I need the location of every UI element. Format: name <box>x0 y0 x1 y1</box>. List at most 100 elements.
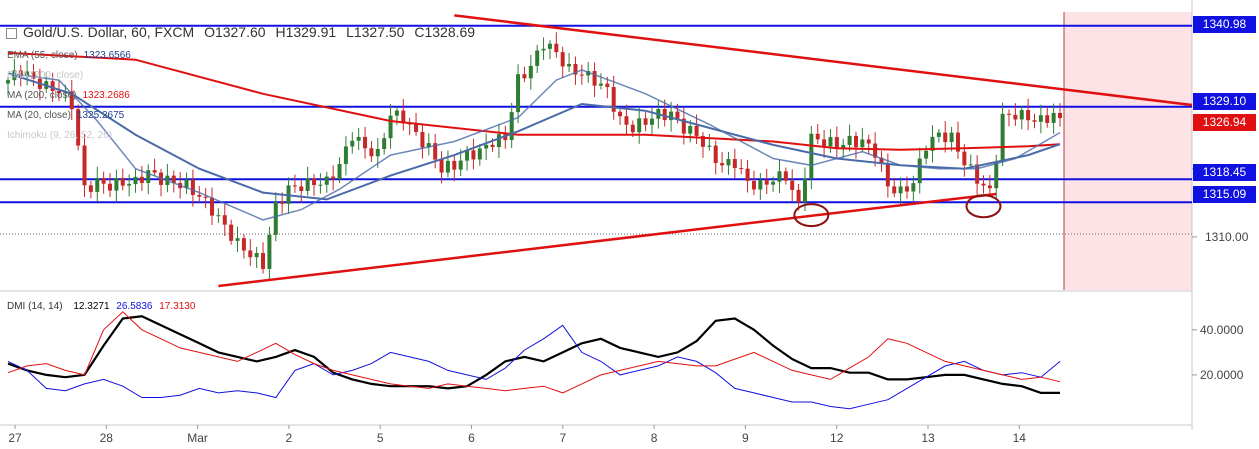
candle-body <box>605 83 610 88</box>
candle-body <box>95 178 100 192</box>
candle-body <box>911 183 916 192</box>
time-tick-label: 8 <box>651 431 658 445</box>
collapse-icon[interactable] <box>6 27 17 39</box>
candle-body <box>892 186 897 194</box>
circled-low-1 <box>965 194 1002 219</box>
dmi-label: DMI (14, 14) <box>7 301 63 312</box>
candle-body <box>904 186 909 192</box>
candle-body <box>828 137 833 147</box>
candle-body <box>586 71 591 76</box>
indicator-ma200[interactable]: MA (200, close) 1323.2686 <box>7 90 130 101</box>
dmi-series-2 <box>7 311 1061 394</box>
chart-header: Gold/U.S. Dollar, 60, FXCM O1327.60 H132… <box>6 24 481 40</box>
candle-body <box>1026 110 1031 121</box>
candle-body <box>802 178 807 203</box>
candle-body <box>299 186 304 191</box>
candle-body <box>50 81 55 92</box>
dmi-pane <box>7 311 1061 410</box>
candle-body <box>962 151 967 166</box>
candle-body <box>516 74 521 113</box>
candle-body <box>554 43 559 53</box>
candle-body <box>394 110 399 116</box>
candle-body <box>662 108 667 121</box>
indicator-value: 1325.2675 <box>76 110 125 121</box>
indicator-label: EMA (200, close) <box>7 70 84 81</box>
time-tick-label: 6 <box>468 431 475 445</box>
candle-body <box>420 131 425 148</box>
candle-body <box>318 184 323 186</box>
indicator-label: MA (200, close) <box>7 90 77 101</box>
candle-body <box>860 139 865 148</box>
candle-body <box>1019 110 1024 120</box>
candle-body <box>484 144 489 149</box>
candle-body <box>69 91 74 110</box>
dmi-tick-label: 20.0000 <box>1200 368 1244 382</box>
candle-body <box>815 133 820 140</box>
candle-body <box>108 183 113 191</box>
candle-body <box>471 150 476 160</box>
candle-body <box>439 159 444 173</box>
candle-body <box>254 252 259 258</box>
candle-body <box>375 149 380 157</box>
candle-body <box>930 136 935 151</box>
candle-body <box>496 134 501 148</box>
time-tick-label: 14 <box>1013 431 1027 445</box>
candle-body <box>203 196 208 198</box>
candle-body <box>987 185 992 189</box>
candle-body <box>267 234 272 269</box>
candle-body <box>433 143 438 160</box>
resistance-trendline <box>454 14 1193 107</box>
indicator-label: EMA (55, close) <box>7 50 78 61</box>
candle-body <box>18 70 23 77</box>
candle-body <box>414 123 419 132</box>
candle-body <box>312 178 317 186</box>
candle-body <box>873 143 878 158</box>
candle-body <box>630 124 635 133</box>
indicator-ema55[interactable]: EMA (55, close) 1323.6566 <box>7 50 131 61</box>
candle-body <box>573 63 578 75</box>
candle-body <box>197 194 202 197</box>
candle-body <box>57 91 62 94</box>
candle-body <box>700 135 705 147</box>
indicator-ichimoku[interactable]: Ichimoku (9, 26, 52, 26) <box>7 130 112 141</box>
candle-body <box>611 87 616 112</box>
candle-body <box>809 133 814 179</box>
candle-body <box>898 186 903 194</box>
time-tick-label: 5 <box>377 431 384 445</box>
candle-body <box>994 161 999 189</box>
candle-body <box>350 140 355 147</box>
candle-body <box>541 48 546 51</box>
candle-body <box>643 118 648 125</box>
indicator-ma20[interactable]: MA (20, close) 1325.2675 <box>7 110 124 121</box>
candle-body <box>445 160 450 173</box>
dmi-series-1 <box>7 324 1061 410</box>
candle-body <box>834 137 839 149</box>
candle-body <box>732 159 737 169</box>
candle-body <box>216 215 221 217</box>
candle-body <box>822 139 827 147</box>
support-trendline <box>218 192 997 288</box>
time-tick-label: 9 <box>742 431 749 445</box>
candle-body <box>452 160 457 170</box>
candle-body <box>1045 115 1050 123</box>
candle-body <box>241 238 246 251</box>
candle-body <box>509 112 514 141</box>
candle-body <box>114 178 119 191</box>
dmi-legend[interactable]: DMI (14, 14) 12.3271 26.5836 17.3130 <box>7 301 195 312</box>
indicator-label: Ichimoku (9, 26, 52, 26) <box>7 130 113 141</box>
symbol-title: Gold/U.S. Dollar, 60, FXCM <box>23 24 195 40</box>
candle-body <box>764 180 769 185</box>
candle-body <box>1006 113 1011 115</box>
candle-body <box>324 176 329 185</box>
candle-body <box>669 111 674 121</box>
candle-body <box>783 171 788 181</box>
candle-body <box>522 74 527 79</box>
indicator-ema200[interactable]: EMA (200, close) <box>7 70 83 81</box>
ma200-line <box>7 51 1061 151</box>
candle-body <box>343 146 348 164</box>
candle-body <box>592 71 597 86</box>
candle-body <box>222 215 227 225</box>
candle-body <box>273 201 278 235</box>
candle-body <box>1000 113 1005 162</box>
candle-body <box>924 150 929 159</box>
